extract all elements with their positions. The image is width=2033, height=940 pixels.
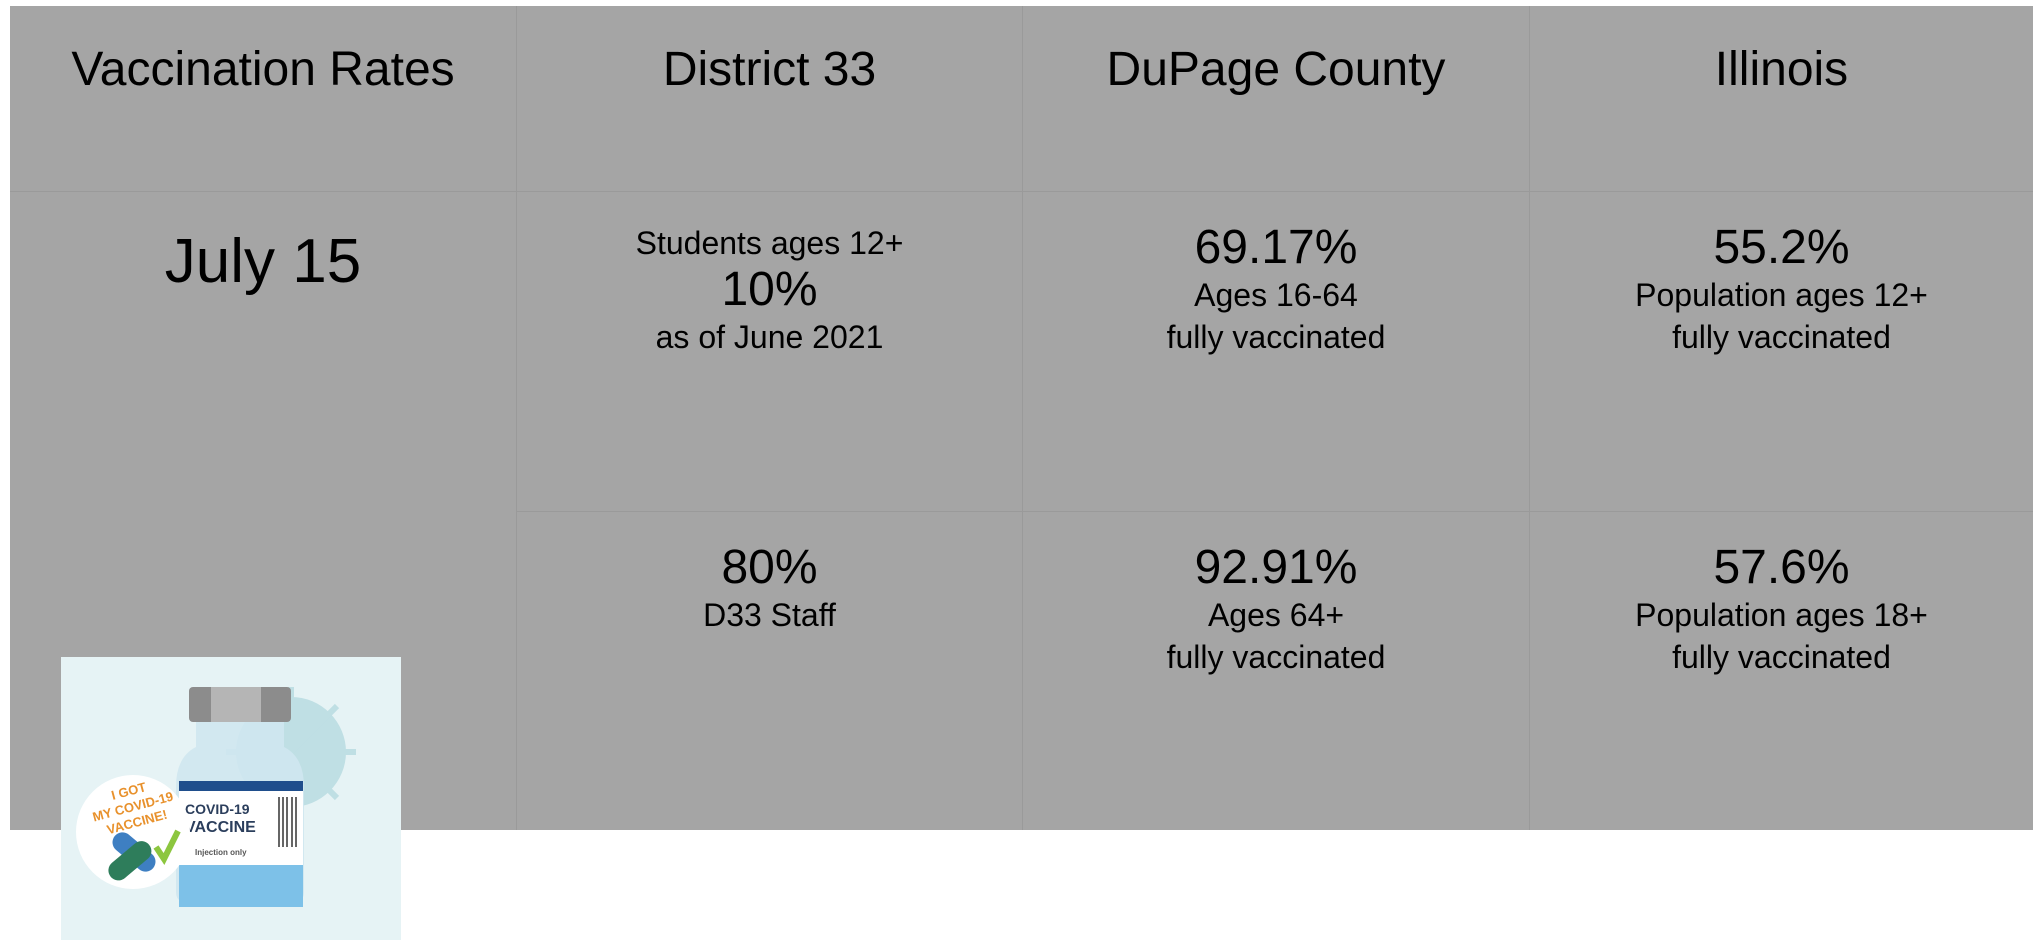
cell-caption: Population ages 18+ xyxy=(1635,594,1928,636)
header-cell: DuPage County xyxy=(1023,6,1530,192)
label-note: Injection only xyxy=(195,848,247,857)
cell-caption: Students ages 12+ xyxy=(636,222,904,264)
header-cell: Illinois xyxy=(1530,6,2033,192)
data-cell: 80%D33 Staff xyxy=(517,512,1023,830)
cell-caption: fully vaccinated xyxy=(1167,636,1386,678)
header-text: Illinois xyxy=(1715,42,1848,97)
header-text: Vaccination Rates xyxy=(71,42,454,97)
cell-value: 69.17% xyxy=(1195,222,1358,274)
page: Vaccination Rates District 33 DuPage Cou… xyxy=(0,0,2033,830)
cell-value: 80% xyxy=(721,542,817,594)
cell-caption: fully vaccinated xyxy=(1672,636,1891,678)
cell-value: 92.91% xyxy=(1195,542,1358,594)
label-text: VACCINE xyxy=(185,819,256,836)
data-cell: 55.2%Population ages 12+fully vaccinated xyxy=(1530,192,2033,512)
cell-value: 57.6% xyxy=(1713,542,1849,594)
cell-caption: fully vaccinated xyxy=(1167,316,1386,358)
cell-caption: D33 Staff xyxy=(703,594,836,636)
label-text: COVID-19 xyxy=(185,801,250,817)
cell-caption: Ages 16-64 xyxy=(1194,274,1358,316)
cell-value: 10% xyxy=(721,264,817,316)
header-cell: Vaccination Rates xyxy=(10,6,517,192)
vaccine-illustration: COVID-19 VACCINE Injection only I GOT MY… xyxy=(61,657,401,940)
header-text: DuPage County xyxy=(1107,42,1446,97)
cell-caption: Ages 64+ xyxy=(1208,594,1344,636)
cell-value: 55.2% xyxy=(1713,222,1849,274)
cell-caption: as of June 2021 xyxy=(656,316,884,358)
data-cell: 57.6%Population ages 18+fully vaccinated xyxy=(1530,512,2033,830)
date-text: July 15 xyxy=(10,192,516,297)
cell-caption: fully vaccinated xyxy=(1672,316,1891,358)
vaccination-table: Vaccination Rates District 33 DuPage Cou… xyxy=(10,6,2033,830)
data-cell: 92.91%Ages 64+fully vaccinated xyxy=(1023,512,1530,830)
header-text: District 33 xyxy=(663,42,876,97)
header-cell: District 33 xyxy=(517,6,1023,192)
cell-caption: Population ages 12+ xyxy=(1635,274,1928,316)
data-cell: Students ages 12+10%as of June 2021 xyxy=(517,192,1023,512)
date-cell: July 15 COVID-19 VACCINE Injection only xyxy=(10,192,517,830)
